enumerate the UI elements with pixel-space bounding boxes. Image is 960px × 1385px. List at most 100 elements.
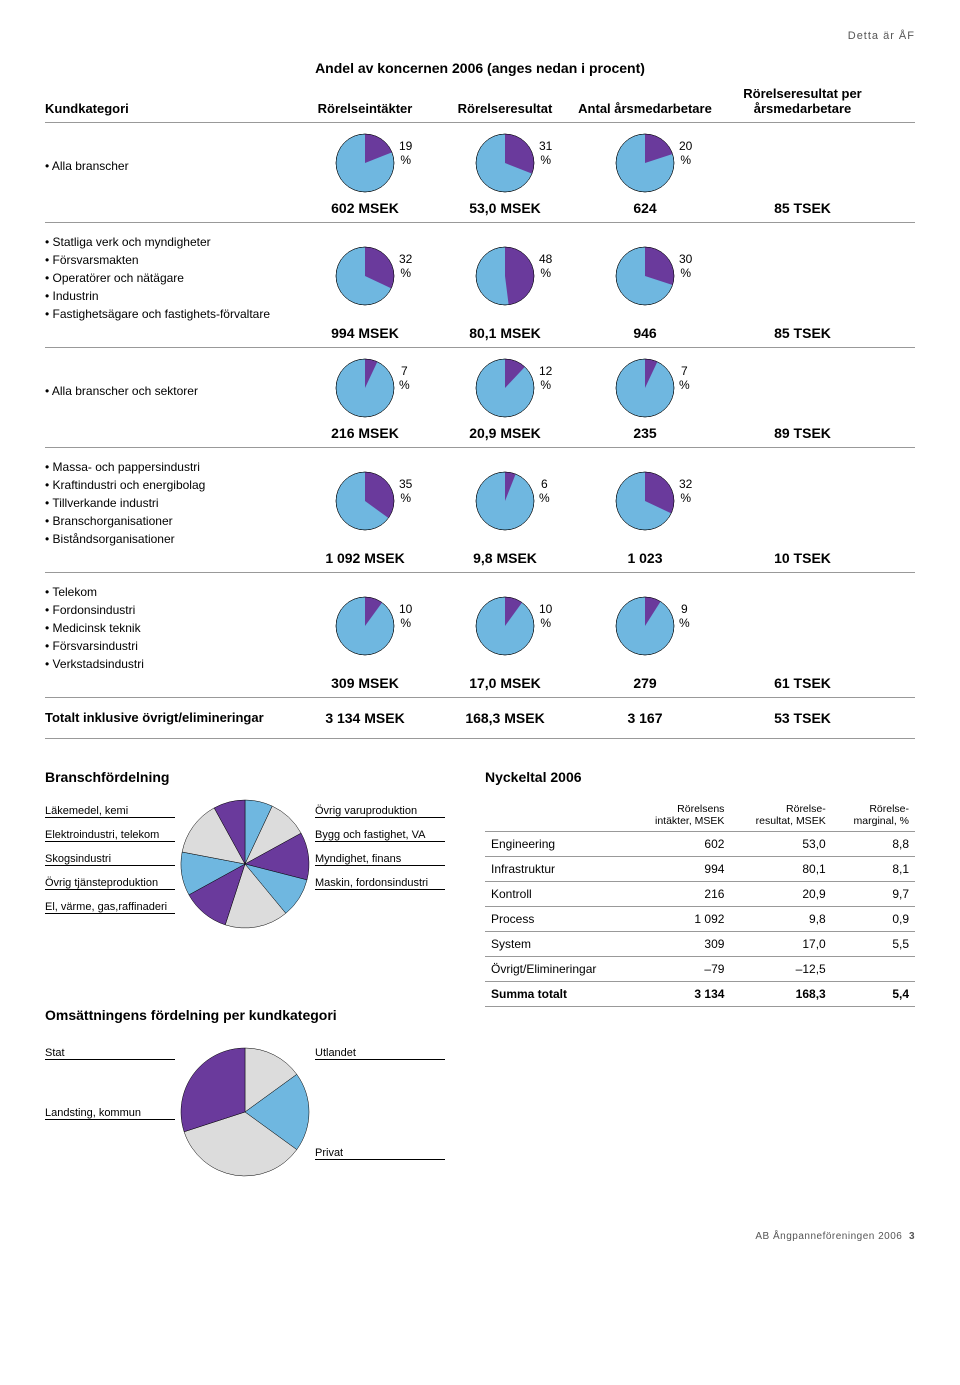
table-cell: 994 bbox=[630, 857, 731, 882]
pie-cell: 10 % bbox=[295, 596, 435, 661]
bullet-item: Alla branscher bbox=[45, 157, 295, 175]
table-cell: 5,5 bbox=[832, 932, 915, 957]
pie-cell: 32 % bbox=[295, 246, 435, 311]
section-row: Statliga verk och myndigheterFörsvarsmak… bbox=[45, 223, 915, 348]
bullets: Alla branscher bbox=[45, 157, 295, 175]
main-title: Andel av koncernen 2006 (anges nedan i p… bbox=[45, 60, 915, 76]
table-cell: 602 bbox=[630, 832, 731, 857]
pie-pct-label: 30 % bbox=[679, 252, 692, 280]
value-row: 1 092 MSEK 9,8 MSEK 1 023 10 TSEK bbox=[45, 548, 915, 566]
bullet-item: Biståndsorganisationer bbox=[45, 530, 295, 548]
table-cell bbox=[832, 957, 915, 982]
oms-label: Stat bbox=[45, 1047, 175, 1060]
branch-title: Branschfördelning bbox=[45, 769, 445, 785]
value-cell: 994 MSEK bbox=[295, 325, 435, 341]
bullet-item: Kraftindustri och energibolag bbox=[45, 476, 295, 494]
oms-chart: StatLandsting, kommunUtlandetPrivat bbox=[45, 1037, 445, 1207]
table-cell: –12,5 bbox=[730, 957, 831, 982]
value-cell: 61 TSEK bbox=[715, 675, 890, 691]
table-row: Process1 0929,80,9 bbox=[485, 907, 915, 932]
oms-label: Utlandet bbox=[315, 1047, 445, 1060]
bullet-item: Massa- och pappersindustri bbox=[45, 458, 295, 476]
table-cell: 168,3 bbox=[730, 982, 831, 1007]
pie-pct-label: 32 % bbox=[679, 477, 692, 505]
totals-v3: 3 167 bbox=[575, 710, 715, 726]
bullet-item: Alla branscher och sektorer bbox=[45, 382, 295, 400]
value-cell: 53,0 MSEK bbox=[435, 200, 575, 216]
branch-label-right: Övrig varuproduktion bbox=[315, 805, 445, 818]
branch-label-left: Övrig tjänsteproduktion bbox=[45, 877, 175, 890]
table-cell: 309 bbox=[630, 932, 731, 957]
totals-row: Totalt inklusive övrigt/elimineringar 3 … bbox=[45, 698, 915, 739]
nyckel-title: Nyckeltal 2006 bbox=[485, 769, 915, 785]
pie-pct-label: 35 % bbox=[399, 477, 412, 505]
bullet-item: Statliga verk och myndigheter bbox=[45, 233, 295, 251]
section-row: Alla branscher och sektorer 7 % 12 % 7 % bbox=[45, 348, 915, 448]
col-arsmedarbetare: Antal årsmedarbetare bbox=[575, 101, 715, 116]
branch-label-left: Skogsindustri bbox=[45, 853, 175, 866]
branch-label-right: Maskin, fordonsindustri bbox=[315, 877, 445, 890]
branch-label-left: Läkemedel, kemi bbox=[45, 805, 175, 818]
table-row: Kontroll21620,99,7 bbox=[485, 882, 915, 907]
value-cell: 216 MSEK bbox=[295, 425, 435, 441]
col-per-arsmedarbetare: Rörelseresultat per årsmedarbetare bbox=[715, 86, 890, 116]
pie-cell: 12 % bbox=[435, 358, 575, 423]
table-row: Övrigt/Elimineringar–79–12,5 bbox=[485, 957, 915, 982]
value-cell: 9,8 MSEK bbox=[435, 550, 575, 566]
pie-pct-label: 48 % bbox=[539, 252, 552, 280]
section-row: Alla branscher 19 % 31 % 20 % bbox=[45, 123, 915, 223]
pie-cell: 32 % bbox=[575, 471, 715, 536]
table-cell: 9,7 bbox=[832, 882, 915, 907]
table-cell: 8,8 bbox=[832, 832, 915, 857]
table-cell: Engineering bbox=[485, 832, 630, 857]
value-row: 602 MSEK 53,0 MSEK 624 85 TSEK bbox=[45, 198, 915, 216]
table-cell: Infrastruktur bbox=[485, 857, 630, 882]
value-cell: 20,9 MSEK bbox=[435, 425, 575, 441]
bullet-item: Tillverkande industri bbox=[45, 494, 295, 512]
value-cell: 1 023 bbox=[575, 550, 715, 566]
table-row: Infrastruktur99480,18,1 bbox=[485, 857, 915, 882]
bullet-item: Operatörer och nätägare bbox=[45, 269, 295, 287]
value-row: 994 MSEK 80,1 MSEK 946 85 TSEK bbox=[45, 323, 915, 341]
totals-v1: 3 134 MSEK bbox=[295, 710, 435, 726]
value-cell: 624 bbox=[575, 200, 715, 216]
section-row: TelekomFordonsindustriMedicinsk teknikFö… bbox=[45, 573, 915, 698]
nyckel-header bbox=[485, 799, 630, 832]
totals-v4: 53 TSEK bbox=[715, 710, 890, 726]
bullets: Alla branscher och sektorer bbox=[45, 382, 295, 400]
pie-pct-label: 7 % bbox=[399, 364, 410, 392]
bullet-item: Verkstadsindustri bbox=[45, 655, 295, 673]
nyckel-header: Rörelse-resultat, MSEK bbox=[730, 799, 831, 832]
table-cell: Summa totalt bbox=[485, 982, 630, 1007]
oms-title: Omsättningens fördelning per kundkategor… bbox=[45, 1007, 445, 1023]
table-cell: 80,1 bbox=[730, 857, 831, 882]
bullet-item: Försvarsmakten bbox=[45, 251, 295, 269]
totals-label: Totalt inklusive övrigt/elimineringar bbox=[45, 710, 295, 726]
col-kundkategori: Kundkategori bbox=[45, 101, 295, 116]
table-cell: 8,1 bbox=[832, 857, 915, 882]
bullet-item: Medicinsk teknik bbox=[45, 619, 295, 637]
table-cell: 3 134 bbox=[630, 982, 731, 1007]
table-row: Engineering60253,08,8 bbox=[485, 832, 915, 857]
pie-pct-label: 20 % bbox=[679, 139, 692, 167]
page-header: Detta är ÅF bbox=[45, 30, 915, 42]
table-cell: System bbox=[485, 932, 630, 957]
nyckel-header: Rörelse-marginal, % bbox=[832, 799, 915, 832]
value-row: 309 MSEK 17,0 MSEK 279 61 TSEK bbox=[45, 673, 915, 691]
bullet-item: Försvarsindustri bbox=[45, 637, 295, 655]
pie-pct-label: 10 % bbox=[399, 602, 412, 630]
bullet-item: Branschorganisationer bbox=[45, 512, 295, 530]
value-cell: 946 bbox=[575, 325, 715, 341]
pie-cell: 30 % bbox=[575, 246, 715, 311]
bullets: Massa- och pappersindustriKraftindustri … bbox=[45, 458, 295, 548]
bullet-item: Industrin bbox=[45, 287, 295, 305]
table-cell: Process bbox=[485, 907, 630, 932]
table-cell: Övrigt/Elimineringar bbox=[485, 957, 630, 982]
totals-v2: 168,3 MSEK bbox=[435, 710, 575, 726]
pie-pct-label: 9 % bbox=[679, 602, 690, 630]
value-cell: 1 092 MSEK bbox=[295, 550, 435, 566]
pie-cell: 6 % bbox=[435, 471, 575, 536]
table-cell: 0,9 bbox=[832, 907, 915, 932]
pie-pct-label: 6 % bbox=[539, 477, 550, 505]
bullet-item: Fastighetsägare och fastighets-förvaltar… bbox=[45, 305, 295, 323]
